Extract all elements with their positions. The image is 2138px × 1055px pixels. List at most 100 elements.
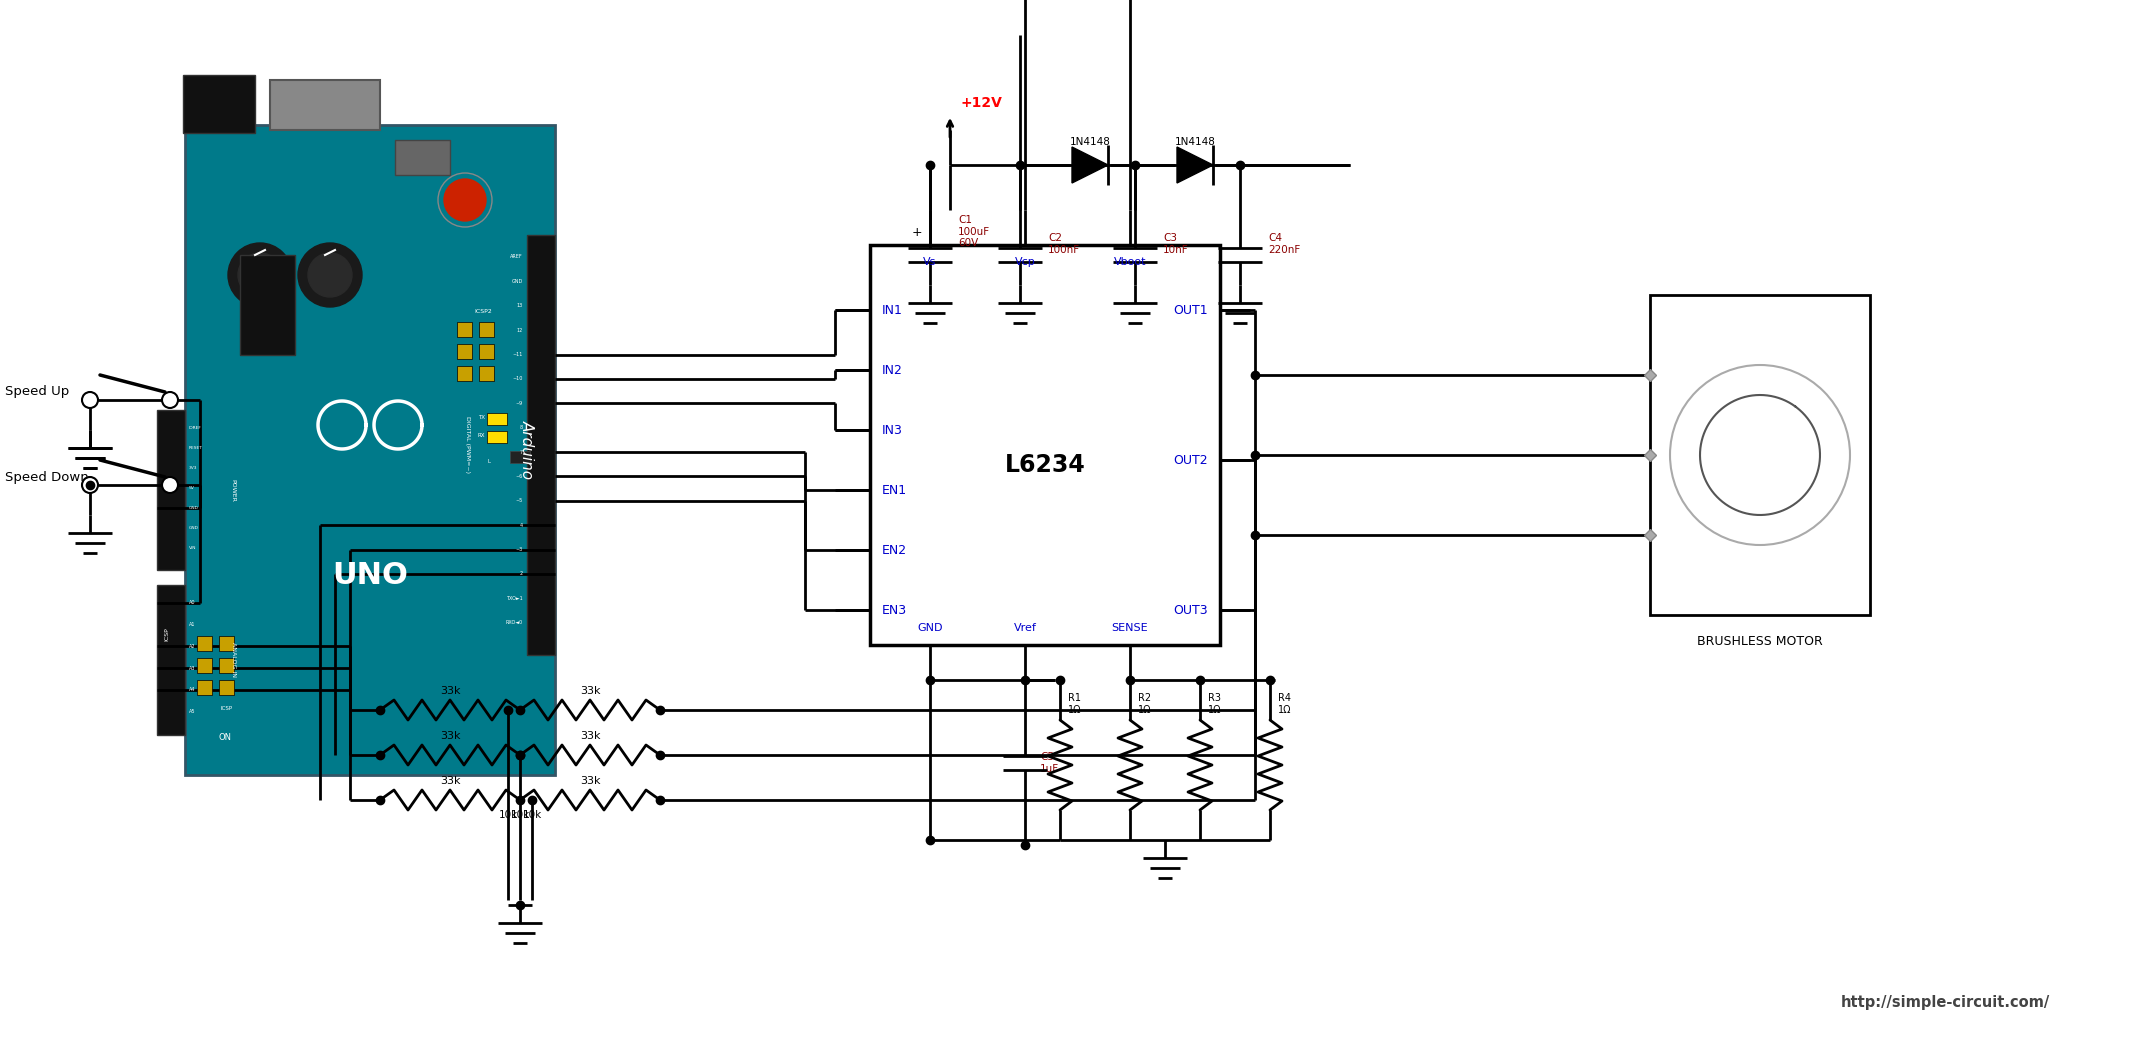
Text: A4: A4 — [188, 687, 195, 692]
Bar — [396, 140, 449, 175]
Text: http://simple-circuit.com/: http://simple-circuit.com/ — [1841, 995, 2050, 1010]
Text: L6234: L6234 — [1005, 453, 1086, 477]
Text: C4
220nF: C4 220nF — [1268, 233, 1300, 254]
Text: 3V3: 3V3 — [188, 466, 197, 469]
Text: EN2: EN2 — [883, 543, 907, 556]
Text: C1
100uF
60V: C1 100uF 60V — [958, 215, 990, 248]
Text: C2
100nF: C2 100nF — [1048, 233, 1080, 254]
Bar — [239, 255, 295, 354]
Text: Vboot: Vboot — [1114, 257, 1146, 267]
Text: 12: 12 — [517, 328, 524, 332]
Text: ~5: ~5 — [515, 498, 524, 503]
Text: Speed Down: Speed Down — [4, 471, 90, 483]
Bar — [479, 322, 494, 337]
Text: GND: GND — [511, 279, 524, 284]
Text: ANALOG IN: ANALOG IN — [231, 642, 235, 677]
Text: OUT2: OUT2 — [1174, 454, 1208, 466]
Bar — [1651, 295, 1871, 615]
Bar — [218, 636, 233, 651]
Bar — [197, 658, 212, 673]
Text: 4: 4 — [520, 522, 524, 528]
Text: +12V: +12V — [960, 96, 1003, 110]
Text: L: L — [487, 459, 490, 464]
Text: ~11: ~11 — [513, 352, 524, 357]
Text: A0: A0 — [188, 600, 195, 606]
Text: AREF: AREF — [511, 254, 524, 260]
Circle shape — [237, 253, 282, 298]
Circle shape — [81, 477, 98, 493]
Bar — [156, 586, 186, 735]
Text: 13: 13 — [517, 303, 524, 308]
Text: Arduino: Arduino — [520, 421, 534, 480]
Text: VIN: VIN — [188, 546, 197, 550]
Text: ON: ON — [218, 733, 231, 742]
Bar — [218, 680, 233, 695]
Text: DIGITAL (PWM=~): DIGITAL (PWM=~) — [464, 417, 470, 474]
Bar — [458, 322, 472, 337]
Text: 33k: 33k — [579, 731, 601, 741]
Bar — [458, 344, 472, 359]
Text: ~9: ~9 — [515, 401, 524, 406]
Bar — [186, 124, 556, 775]
Text: Vref: Vref — [1013, 624, 1037, 633]
Text: 33k: 33k — [579, 776, 601, 786]
Text: EN3: EN3 — [883, 603, 907, 616]
Text: 7: 7 — [520, 449, 524, 455]
Text: ICSP2: ICSP2 — [475, 309, 492, 314]
Text: BRUSHLESS MOTOR: BRUSHLESS MOTOR — [1698, 635, 1824, 648]
Text: C5
1uF: C5 1uF — [1039, 752, 1058, 774]
Text: Vs: Vs — [924, 257, 936, 267]
Circle shape — [229, 243, 293, 307]
Bar — [197, 680, 212, 695]
Text: A5: A5 — [188, 709, 195, 714]
Text: IN2: IN2 — [883, 364, 902, 377]
Text: ICSP: ICSP — [220, 706, 233, 711]
Bar — [487, 431, 507, 443]
Text: GND: GND — [188, 506, 199, 510]
Text: R3
1Ω: R3 1Ω — [1208, 693, 1221, 715]
Text: 10k: 10k — [522, 810, 541, 820]
Bar — [184, 75, 254, 133]
Text: ~6: ~6 — [515, 474, 524, 479]
Text: IOREF: IOREF — [188, 426, 201, 430]
Text: OUT1: OUT1 — [1174, 304, 1208, 316]
Text: 1N4148: 1N4148 — [1069, 137, 1110, 147]
Text: ~10: ~10 — [513, 377, 524, 381]
Text: TX: TX — [479, 415, 485, 420]
Text: ~3: ~3 — [515, 546, 524, 552]
Text: Vcp: Vcp — [1016, 257, 1035, 267]
Bar — [526, 235, 556, 655]
Text: ICSP: ICSP — [165, 628, 169, 641]
Text: 33k: 33k — [440, 686, 460, 696]
Text: 10k: 10k — [511, 810, 530, 820]
Bar — [458, 366, 472, 381]
Bar — [269, 80, 381, 130]
Text: 8: 8 — [520, 425, 524, 430]
Polygon shape — [1071, 147, 1107, 183]
Text: C3
10nF: C3 10nF — [1163, 233, 1189, 254]
Text: OUT3: OUT3 — [1174, 603, 1208, 616]
Bar — [487, 413, 507, 425]
Text: R4
1Ω: R4 1Ω — [1279, 693, 1291, 715]
Text: A2: A2 — [188, 644, 195, 649]
Bar — [479, 366, 494, 381]
Circle shape — [162, 477, 177, 493]
Text: IN1: IN1 — [883, 304, 902, 316]
Circle shape — [1670, 365, 1849, 545]
Text: GND: GND — [188, 526, 199, 530]
Circle shape — [445, 179, 485, 220]
Bar — [218, 658, 233, 673]
Bar — [156, 410, 186, 570]
Text: R1
1Ω: R1 1Ω — [1069, 693, 1082, 715]
Text: 5V: 5V — [188, 486, 195, 490]
Text: GND: GND — [917, 624, 943, 633]
Bar — [511, 450, 530, 463]
Text: R2
1Ω: R2 1Ω — [1137, 693, 1152, 715]
Text: EN1: EN1 — [883, 483, 907, 497]
Text: A1: A1 — [188, 622, 195, 627]
Text: POWER: POWER — [231, 479, 235, 501]
Text: RXO◄0: RXO◄0 — [507, 620, 524, 626]
Text: Speed Up: Speed Up — [4, 385, 68, 399]
Text: RESET: RESET — [188, 446, 203, 450]
Text: 10k: 10k — [498, 810, 517, 820]
